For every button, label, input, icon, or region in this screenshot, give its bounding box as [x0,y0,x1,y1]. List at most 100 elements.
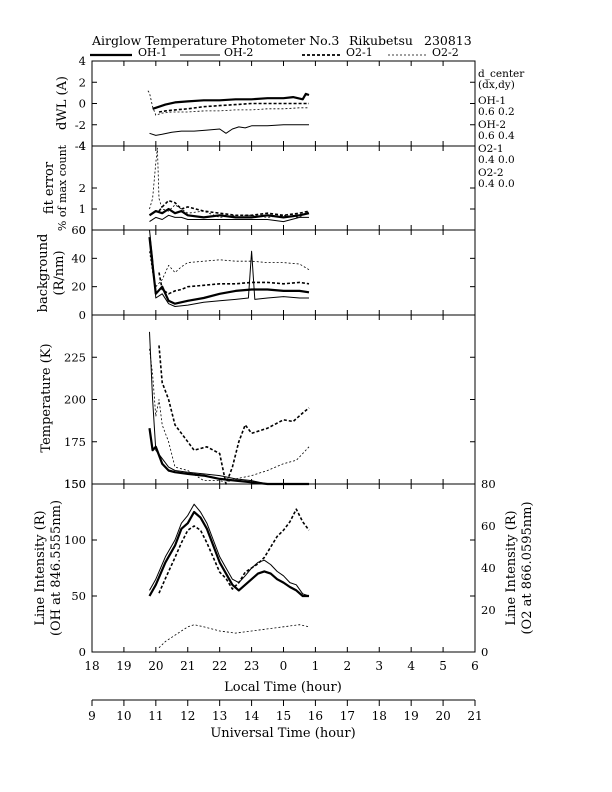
intensity-y2-tick-label: 80 [481,477,496,491]
temperature-y-tick-label: 150 [64,477,86,491]
intensity-series-oh-1 [148,510,309,598]
local-time-tick-label: 5 [439,659,447,673]
local-time-tick-label: 22 [212,659,227,673]
d-center-oh1-value: 0.6 0.2 [478,106,515,118]
local-time-axis-label: Local Time (hour) [224,680,342,695]
d-center-o2-2-label: O2-2 [478,167,504,179]
dwl-series-oh-1 [152,92,310,110]
intensity-y2-tick-label: 40 [481,561,496,575]
background-series-oh-2 [149,229,309,307]
background-y-tick-label: 60 [71,223,86,237]
intensity-y-tick-label: 100 [64,533,86,547]
temperature-y-tick-label: 175 [64,435,86,449]
fiterror-y-label-line1: fit error [42,161,57,214]
dwl-panel-frame [91,60,476,147]
local-time-tick-label: 6 [471,659,479,673]
local-time-tick-label: 0 [280,659,288,673]
dwl-series-oh-2 [149,124,309,136]
universal-time-tick-label: 17 [340,709,355,723]
d-center-subtitle: (dx,dy) [478,79,515,91]
intensity-series-oh-2 [149,503,310,597]
d-center-o2-1-label: O2-1 [478,143,504,155]
legend-label-oh2: OH-2 [224,46,253,59]
dwl-series-o2-2 [147,90,309,116]
fiterror-series-oh-1 [148,207,310,219]
dwl-y-tick-label: 4 [79,54,86,68]
local-time-tick-label: 2 [344,659,352,673]
dwl-y-tick-label: 2 [79,75,86,89]
local-time-tick-label: 3 [375,659,383,673]
local-time-tick-label: 21 [180,659,195,673]
temperature-y-tick-label: 225 [64,350,86,364]
local-time-tick-label: 1 [312,659,320,673]
intensity-y-tick-label: 0 [79,645,86,659]
dwl-y-tick-label: -2 [75,118,86,132]
universal-time-tick-label: 14 [244,709,260,723]
background-series-o2-1 [158,272,310,295]
d-center-info: d_center (dx,dy) OH-1 0.6 0.2 OH-2 0.6 0… [478,68,525,190]
local-time-tick-label: 20 [148,659,163,673]
universal-time-tick-label: 12 [180,709,195,723]
fiterror-y-tick-label: 0 [79,223,86,237]
chart-header: Airglow Temperature Photometer No.3 Riku… [91,33,472,48]
intensity-y-tick-label: 150 [64,477,86,491]
background-y-tick-label: 40 [71,251,86,265]
chart-date: 230813 [424,33,472,48]
legend: OH-1 OH-2 O2-1 O2-2 [90,46,459,59]
background-y-label-line2: (R/nm) [52,250,67,295]
background-y-label-line1: background [36,234,51,313]
fiterror-y-tick-label: 2 [79,181,86,195]
universal-time-tick-label: 10 [116,709,131,723]
temperature-y-label: Temperature (K) [39,343,54,452]
plot-layer: 420-2-4421060402002252001751501501005008… [64,54,496,723]
universal-time-tick-label: 11 [148,709,163,723]
local-time-tick-label: 19 [116,659,131,673]
panel-y-labels: dWL (A) fit error % of max count backgro… [33,76,535,636]
universal-time-tick-label: 13 [212,709,227,723]
universal-time-tick-label: 9 [88,709,96,723]
d-center-oh2-value: 0.6 0.4 [478,130,515,142]
dwl-series-o2-1 [158,102,309,113]
intensity-y-tick-label: 50 [71,589,86,603]
legend-label-o2-1: O2-1 [346,46,373,59]
dwl-y-tick-label: 0 [79,97,86,111]
d-center-title: d_center [478,68,525,80]
background-y-tick-label: 20 [71,280,86,294]
d-center-o2-1-value: 0.4 0.0 [478,154,515,166]
fiterror-series-o2-1 [158,199,310,217]
intensity-series-o2-1 [158,508,310,594]
intensity-series-o2-2 [158,624,310,649]
universal-time-tick-label: 18 [372,709,387,723]
dwl-y-tick-label: -4 [75,139,86,153]
intensity-y-label-line1: Line Intensity (R) [33,510,48,625]
local-time-tick-label: 18 [84,659,99,673]
universal-time-tick-label: 21 [467,709,482,723]
universal-time-tick-label: 19 [404,709,419,723]
universal-time-tick-label: 15 [276,709,291,723]
fiterror-series-o2-2 [149,147,310,218]
intensity-y2-tick-label: 60 [481,519,496,533]
background-series-o2-2 [149,251,310,288]
temperature-y-tick-label: 200 [64,393,86,407]
intensity-y2-tick-label: 0 [481,645,488,659]
universal-time-tick-label: 20 [435,709,450,723]
d-center-o2-2-value: 0.4 0.0 [478,178,515,190]
intensity-y2-label-line2: (O2 at 866.0595nm) [520,501,535,634]
d-center-oh2-label: OH-2 [478,119,506,131]
chart-title: Airglow Temperature Photometer No.3 [91,33,339,48]
fiterror-y-tick-label: 4 [79,139,86,153]
intensity-y-label-line2: (OH at 846.5555nm) [49,500,64,636]
legend-label-o2-2: O2-2 [432,46,459,59]
local-time-tick-label: 4 [407,659,415,673]
d-center-oh1-label: OH-1 [478,95,506,107]
fiterror-y-tick-label: 1 [79,202,86,216]
universal-time-tick-label: 16 [308,709,323,723]
universal-time-axis-label: Universal Time (hour) [210,726,355,741]
local-time-tick-label: 23 [244,659,259,673]
temperature-series-o2-2 [149,348,310,483]
axis-titles: Local Time (hour) Universal Time (hour) [210,680,355,741]
intensity-y2-tick-label: 20 [481,603,496,617]
fiterror-y-label-line2: % of max count [56,144,69,231]
fiterror-series-oh-2 [149,214,309,223]
